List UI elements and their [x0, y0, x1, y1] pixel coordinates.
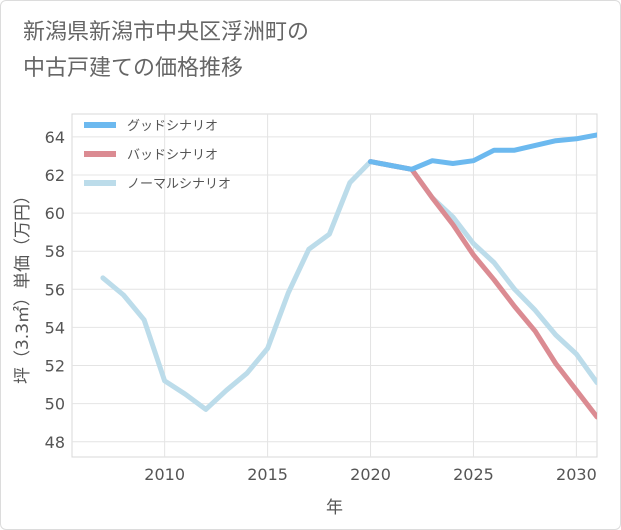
- x-tick-2030: 2030: [556, 465, 597, 484]
- legend-label-0: グッドシナリオ: [127, 119, 218, 134]
- y-tick-54: 54: [45, 318, 65, 337]
- series-line-2: [100, 159, 597, 412]
- y-tick-60: 60: [45, 204, 65, 223]
- series-lines: [100, 132, 597, 420]
- series-line-0: [368, 132, 597, 172]
- chart-title-line-1: 新潟県新潟市中央区浮洲町の: [23, 20, 310, 45]
- y-axis-label: 坪（3.3㎡）単価（万円）: [13, 187, 33, 384]
- x-tick-2020: 2020: [350, 465, 391, 484]
- y-tick-56: 56: [45, 280, 65, 299]
- x-tick-2010: 2010: [144, 465, 185, 484]
- x-axis-label: 年: [326, 498, 343, 518]
- y-tick-58: 58: [45, 242, 65, 261]
- y-tick-52: 52: [45, 357, 65, 376]
- legend-label-1: バッドシナリオ: [127, 148, 218, 163]
- y-tick-48: 48: [45, 433, 65, 452]
- y-tick-50: 50: [45, 395, 65, 414]
- grid: [71, 113, 598, 458]
- tick-labels: 48 50 52 54 56 58 60 62 64 2010 2015 2020 2025 2030: [45, 128, 597, 484]
- plot-area: [71, 113, 598, 458]
- x-tick-2015: 2015: [247, 465, 288, 484]
- y-tick-64: 64: [45, 128, 65, 147]
- y-tick-62: 62: [45, 166, 65, 185]
- chart-title-line-2: 中古戸建ての価格推移: [23, 56, 244, 81]
- legend-label-2: ノーマルシナリオ: [127, 177, 231, 192]
- chart-title: 新潟県新潟市中央区浮洲町の 中古戸建ての価格推移: [23, 15, 309, 87]
- x-tick-2025: 2025: [453, 465, 494, 484]
